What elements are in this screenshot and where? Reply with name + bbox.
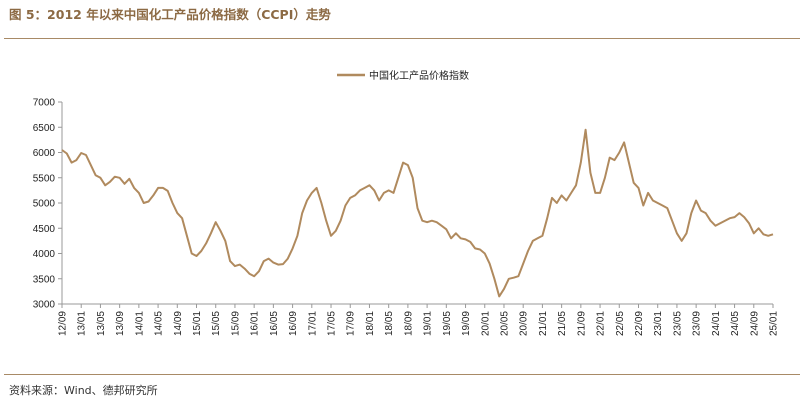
x-tick-label: 23/09 bbox=[692, 311, 703, 336]
x-tick-label: 16/05 bbox=[269, 311, 280, 336]
x-tick-label: 21/01 bbox=[538, 311, 549, 336]
y-tick-label: 7000 bbox=[33, 98, 56, 109]
top-rule bbox=[4, 38, 800, 39]
x-tick-label: 25/01 bbox=[769, 311, 780, 336]
x-tick-label: 21/09 bbox=[576, 311, 587, 336]
y-tick-label: 4500 bbox=[33, 224, 56, 235]
plot-area bbox=[61, 128, 774, 298]
x-tick-label: 17/05 bbox=[327, 311, 338, 336]
chart-legend: 中国化工产品价格指数 bbox=[337, 69, 469, 82]
x-tick-label: 13/05 bbox=[96, 311, 107, 336]
x-tick-label: 15/09 bbox=[230, 311, 241, 336]
series-line-ccpi bbox=[61, 128, 774, 298]
x-tick-label: 23/05 bbox=[672, 311, 683, 336]
x-tick-label: 20/09 bbox=[519, 311, 530, 336]
y-tick-label: 3500 bbox=[33, 274, 56, 285]
x-tick-label: 13/09 bbox=[115, 311, 126, 336]
x-tick-label: 16/09 bbox=[288, 311, 299, 336]
bottom-rule bbox=[4, 374, 800, 375]
x-axis: 12/09 13/01 13/05 13/09 14/01 14/05 14/09 15/01… bbox=[58, 303, 780, 336]
x-tick-label: 15/01 bbox=[192, 311, 203, 336]
x-tick-label: 19/05 bbox=[442, 311, 453, 336]
x-tick-label: 19/09 bbox=[461, 311, 472, 336]
x-tick-label: 22/09 bbox=[634, 311, 645, 336]
y-tick-label: 4000 bbox=[33, 249, 56, 260]
x-tick-label: 17/01 bbox=[307, 311, 318, 336]
ccpi-line-chart: 中国化工产品价格指数 3000 3500 4000 4500 5000 5500 6000 6… bbox=[33, 69, 780, 336]
x-tick-label: 24/05 bbox=[730, 311, 741, 336]
x-tick-label: 21/05 bbox=[557, 311, 568, 336]
y-axis: 3000 3500 4000 4500 5000 5500 6000 6500 7000 bbox=[33, 98, 63, 311]
x-tick-label: 23/01 bbox=[653, 311, 664, 336]
x-tick-label: 14/01 bbox=[134, 311, 145, 336]
x-tick-label: 18/09 bbox=[403, 311, 414, 336]
figure-title: 图 5：2012 年以来中国化工产品价格指数（CCPI）走势 bbox=[9, 7, 331, 22]
x-tick-label: 16/01 bbox=[250, 311, 261, 336]
x-tick-label: 18/05 bbox=[384, 311, 395, 336]
source-note: 资料来源：Wind、德邦研究所 bbox=[9, 384, 158, 397]
y-tick-label: 5500 bbox=[33, 173, 56, 184]
y-tick-label: 3000 bbox=[33, 300, 56, 311]
x-tick-label: 20/01 bbox=[480, 311, 491, 336]
y-tick-label: 5000 bbox=[33, 199, 56, 210]
legend-label: 中国化工产品价格指数 bbox=[369, 69, 469, 82]
y-tick-label: 6500 bbox=[33, 123, 56, 134]
x-tick-label: 13/01 bbox=[77, 311, 88, 336]
x-tick-label: 22/05 bbox=[615, 311, 626, 336]
x-tick-label: 12/09 bbox=[58, 311, 69, 336]
x-tick-label: 15/05 bbox=[211, 311, 222, 336]
x-tick-label: 14/05 bbox=[154, 311, 165, 336]
x-tick-label: 24/09 bbox=[749, 311, 760, 336]
x-tick-label: 14/09 bbox=[173, 311, 184, 336]
x-tick-label: 24/01 bbox=[711, 311, 722, 336]
x-tick-label: 17/09 bbox=[346, 311, 357, 336]
x-tick-label: 19/01 bbox=[423, 311, 434, 336]
x-tick-label: 20/05 bbox=[499, 311, 510, 336]
x-tick-label: 18/01 bbox=[365, 311, 376, 336]
x-tick-label: 22/01 bbox=[596, 311, 607, 336]
y-tick-label: 6000 bbox=[33, 148, 56, 159]
